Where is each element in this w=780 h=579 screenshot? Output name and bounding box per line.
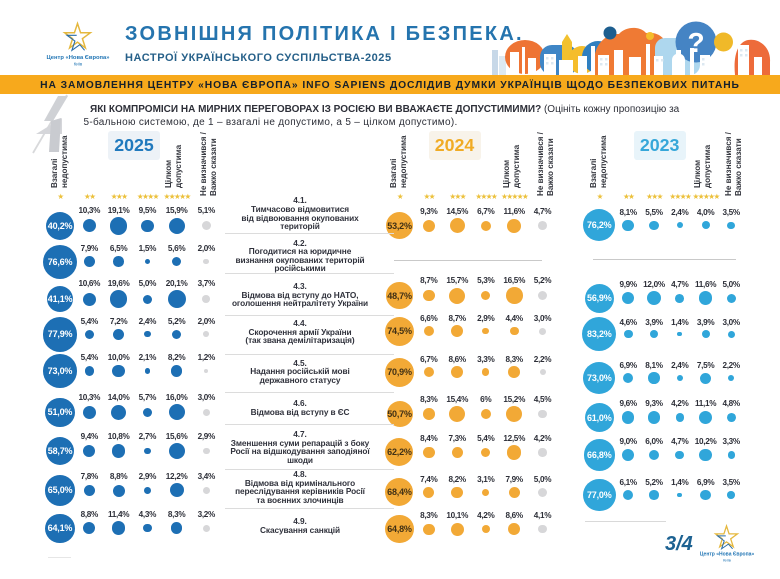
svg-text:Центр «Нова Європа»: Центр «Нова Європа» <box>700 552 754 558</box>
svg-text:Київ: Київ <box>74 62 83 67</box>
svg-text:Центр «Нова Європа»: Центр «Нова Європа» <box>46 55 109 61</box>
svg-text:Київ: Київ <box>723 558 731 563</box>
